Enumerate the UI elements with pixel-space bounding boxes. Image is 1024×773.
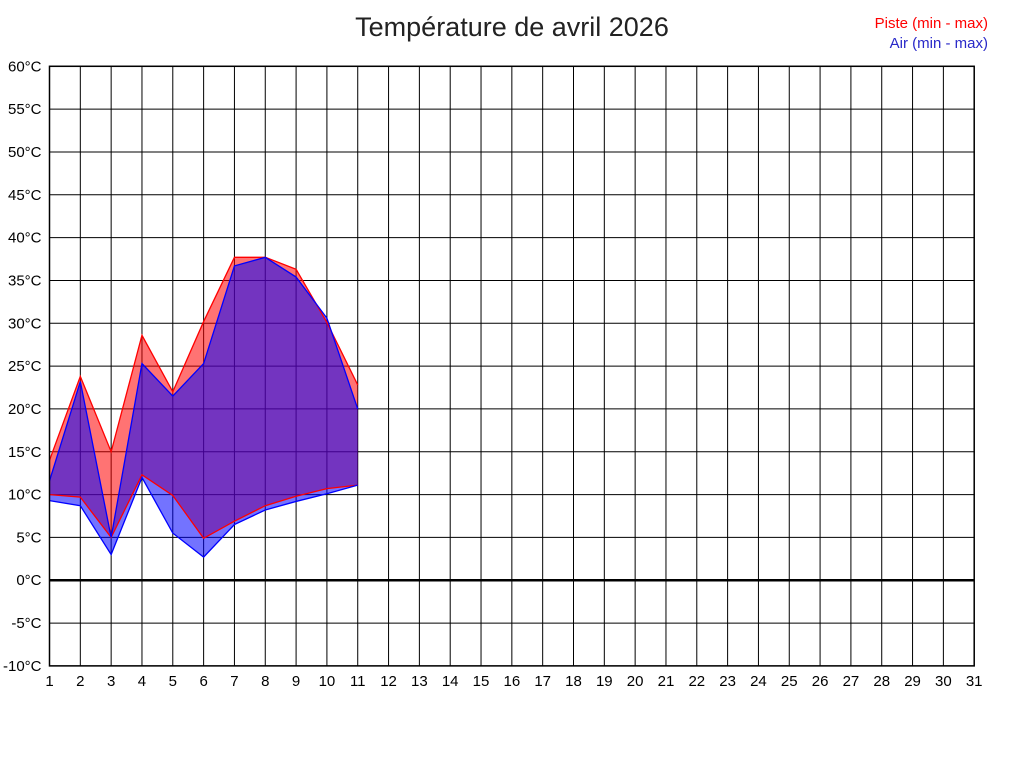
svg-text:4: 4 [138,673,146,690]
svg-text:28: 28 [873,673,890,690]
svg-text:3: 3 [107,673,115,690]
svg-text:45°C: 45°C [8,187,42,204]
svg-text:15°C: 15°C [8,444,42,461]
svg-text:17: 17 [534,673,551,690]
svg-text:19: 19 [596,673,613,690]
svg-text:30: 30 [935,673,952,690]
svg-text:-5°C: -5°C [11,615,41,632]
svg-text:27: 27 [843,673,860,690]
svg-text:23: 23 [719,673,736,690]
svg-text:-10°C: -10°C [3,658,42,675]
svg-text:50°C: 50°C [8,144,42,161]
svg-text:24: 24 [750,673,767,690]
svg-text:35°C: 35°C [8,272,42,289]
svg-text:18: 18 [565,673,582,690]
svg-text:1: 1 [45,673,53,690]
svg-text:55°C: 55°C [8,101,42,118]
svg-text:60°C: 60°C [8,58,42,75]
svg-text:13: 13 [411,673,428,690]
svg-text:29: 29 [904,673,921,690]
svg-text:25: 25 [781,673,798,690]
svg-text:26: 26 [812,673,829,690]
svg-text:40°C: 40°C [8,230,42,247]
svg-text:20: 20 [627,673,644,690]
svg-text:10: 10 [319,673,336,690]
svg-text:12: 12 [380,673,397,690]
svg-text:31: 31 [966,673,983,690]
svg-text:6: 6 [199,673,207,690]
svg-text:8: 8 [261,673,269,690]
svg-text:5°C: 5°C [16,529,41,546]
svg-text:22: 22 [688,673,705,690]
svg-text:25°C: 25°C [8,358,42,375]
svg-text:9: 9 [292,673,300,690]
svg-text:14: 14 [442,673,459,690]
svg-text:0°C: 0°C [16,572,41,589]
svg-text:15: 15 [473,673,490,690]
svg-text:7: 7 [230,673,238,690]
svg-text:10°C: 10°C [8,487,42,504]
svg-text:5: 5 [169,673,177,690]
svg-text:16: 16 [504,673,521,690]
svg-text:20°C: 20°C [8,401,42,418]
svg-text:11: 11 [350,673,366,690]
svg-text:2: 2 [76,673,84,690]
svg-text:30°C: 30°C [8,315,42,332]
svg-text:21: 21 [658,673,675,690]
